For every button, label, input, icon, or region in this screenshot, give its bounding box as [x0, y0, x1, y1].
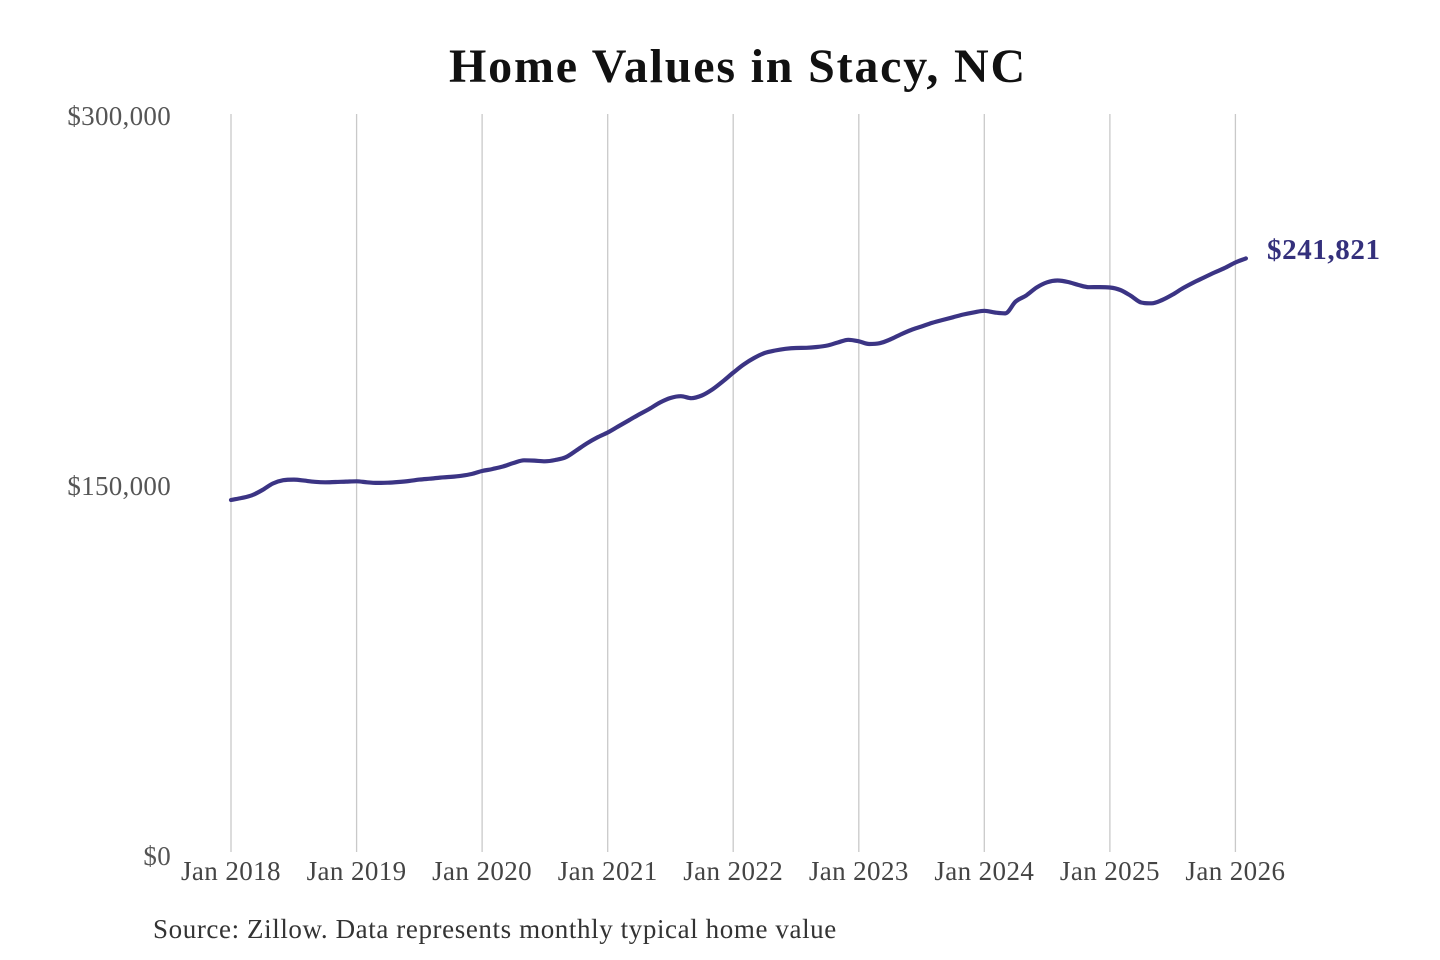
svg-text:Jan 2018: Jan 2018 [181, 856, 281, 886]
svg-text:Jan 2023: Jan 2023 [809, 856, 909, 886]
svg-text:Jan 2025: Jan 2025 [1060, 856, 1160, 886]
svg-text:Jan 2024: Jan 2024 [934, 856, 1034, 886]
svg-text:$150,000: $150,000 [67, 471, 171, 501]
svg-text:Home Values in Stacy, NC: Home Values in Stacy, NC [449, 40, 1027, 93]
svg-text:Jan 2021: Jan 2021 [558, 856, 658, 886]
svg-text:$300,000: $300,000 [67, 101, 171, 131]
svg-text:Source: Zillow. Data represent: Source: Zillow. Data represents monthly … [153, 914, 837, 944]
svg-text:Jan 2020: Jan 2020 [432, 856, 532, 886]
svg-text:$0: $0 [143, 841, 171, 871]
svg-text:Jan 2022: Jan 2022 [683, 856, 783, 886]
svg-text:Jan 2026: Jan 2026 [1185, 856, 1285, 886]
svg-text:Jan 2019: Jan 2019 [307, 856, 407, 886]
svg-text:$241,821: $241,821 [1267, 234, 1381, 266]
